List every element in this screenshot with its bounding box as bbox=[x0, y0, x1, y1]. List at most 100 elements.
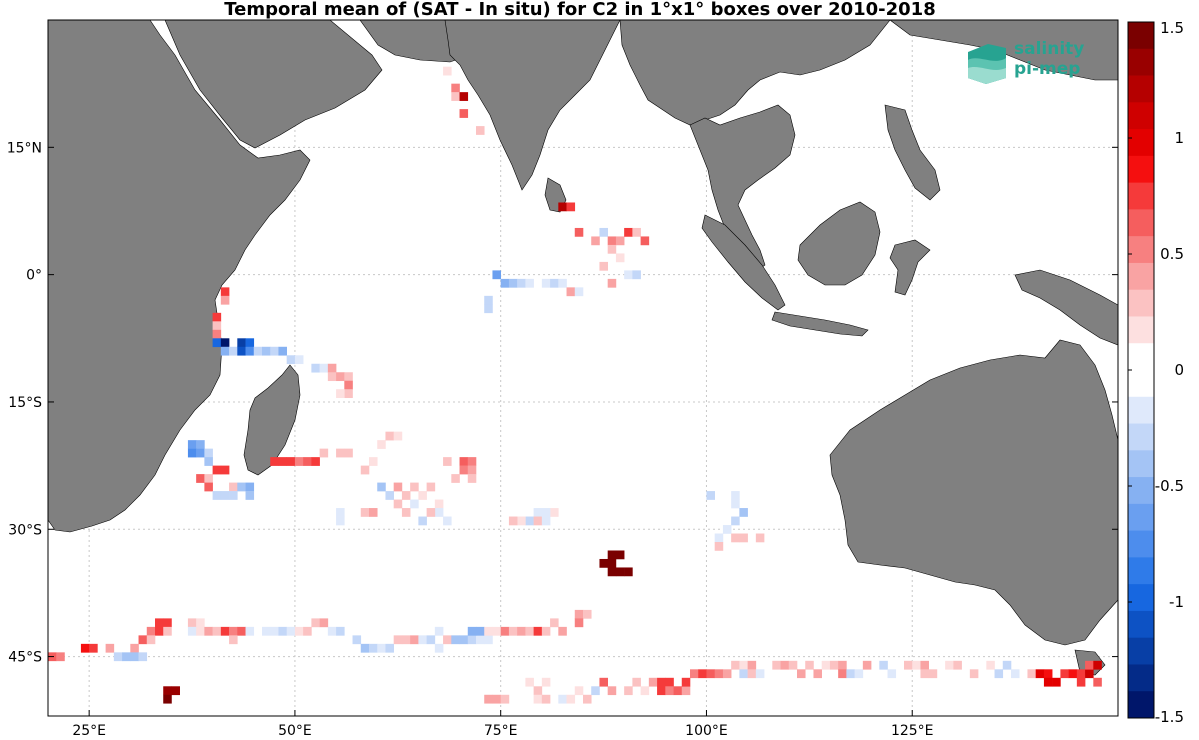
data-cell bbox=[484, 694, 493, 704]
data-cell bbox=[854, 669, 864, 679]
data-cell bbox=[583, 609, 592, 619]
data-cell bbox=[945, 660, 954, 670]
data-cell bbox=[229, 626, 238, 636]
data-cell bbox=[196, 626, 205, 636]
data-cell bbox=[574, 686, 584, 696]
data-cell bbox=[500, 278, 510, 288]
data-cell bbox=[574, 618, 584, 628]
data-cell bbox=[204, 457, 213, 466]
data-cell bbox=[418, 516, 427, 526]
data-cell bbox=[163, 694, 172, 704]
data-cell bbox=[187, 440, 197, 449]
data-cell bbox=[1068, 669, 1078, 679]
lat-tick-label: 15°N bbox=[7, 140, 42, 156]
data-cell bbox=[270, 346, 279, 356]
data-cell bbox=[443, 66, 452, 76]
data-cell bbox=[920, 660, 929, 670]
data-cell bbox=[426, 508, 436, 517]
data-cell bbox=[204, 626, 213, 636]
data-cell bbox=[113, 652, 123, 662]
data-cell bbox=[525, 516, 534, 526]
data-cell bbox=[928, 669, 938, 679]
data-cell bbox=[1093, 660, 1102, 670]
data-cell bbox=[146, 626, 156, 636]
data-cell bbox=[755, 669, 765, 679]
data-cell bbox=[681, 686, 691, 696]
data-cell bbox=[434, 499, 444, 509]
data-cell bbox=[599, 677, 608, 687]
data-cell bbox=[624, 227, 633, 237]
data-cell bbox=[780, 660, 790, 670]
data-cell bbox=[508, 626, 518, 636]
data-cell bbox=[574, 287, 584, 297]
data-cell bbox=[187, 618, 197, 628]
data-cell bbox=[953, 660, 962, 670]
data-cell bbox=[541, 516, 551, 526]
logo-text-line1: salinity bbox=[1014, 39, 1085, 59]
data-cell bbox=[467, 465, 477, 475]
colorbar-tick-label: -0.5 bbox=[1155, 477, 1184, 495]
data-cell bbox=[187, 626, 197, 636]
colorbar-segment bbox=[1128, 664, 1154, 692]
data-cell bbox=[163, 618, 172, 628]
land-new-guinea bbox=[1014, 269, 1119, 346]
data-cell bbox=[476, 635, 485, 645]
data-cell bbox=[838, 669, 847, 679]
land-java bbox=[771, 311, 869, 337]
data-cell bbox=[385, 643, 394, 653]
map-title: Temporal mean of (SAT - In situ) for C2 … bbox=[224, 0, 936, 20]
data-cell bbox=[130, 652, 139, 662]
data-cell bbox=[550, 278, 559, 288]
data-cell bbox=[500, 626, 510, 636]
data-cell bbox=[706, 669, 715, 679]
data-cell bbox=[607, 550, 617, 560]
data-cell bbox=[731, 491, 740, 500]
data-cell bbox=[212, 626, 222, 636]
data-cell bbox=[615, 567, 625, 577]
data-cell bbox=[574, 609, 584, 619]
data-cell bbox=[500, 694, 510, 704]
data-cell bbox=[994, 669, 1004, 679]
data-cell bbox=[459, 457, 469, 466]
data-cell bbox=[731, 533, 740, 543]
data-cell bbox=[245, 346, 255, 356]
data-cell bbox=[220, 346, 230, 356]
land-asia-north bbox=[619, 19, 891, 126]
data-cell bbox=[220, 295, 230, 305]
data-cell bbox=[797, 669, 806, 679]
data-cell bbox=[385, 431, 394, 441]
data-cell bbox=[517, 278, 526, 288]
data-cell bbox=[451, 92, 460, 101]
data-cell bbox=[476, 126, 485, 135]
data-cell bbox=[336, 448, 345, 458]
data-cell bbox=[220, 626, 230, 636]
data-cell bbox=[229, 635, 238, 645]
colorbar-segment bbox=[1128, 75, 1154, 103]
data-cell bbox=[517, 626, 526, 636]
data-cell bbox=[607, 686, 617, 696]
data-cell bbox=[492, 270, 501, 280]
data-cell bbox=[270, 457, 279, 466]
data-cell bbox=[755, 533, 765, 543]
data-cell bbox=[1043, 677, 1053, 687]
data-cell bbox=[607, 236, 617, 246]
data-cell bbox=[467, 474, 477, 483]
data-cell bbox=[607, 244, 617, 254]
data-cell bbox=[401, 508, 411, 517]
data-cell bbox=[327, 626, 337, 636]
data-cell bbox=[714, 533, 724, 543]
data-cell bbox=[624, 567, 633, 577]
data-cell bbox=[212, 312, 222, 322]
data-cell bbox=[690, 669, 699, 679]
colorbar-tick-label: 1 bbox=[1174, 129, 1184, 147]
colorbar-segment bbox=[1128, 610, 1154, 639]
colorbar-tick-label: -1 bbox=[1169, 593, 1184, 611]
land-arabia bbox=[164, 19, 383, 149]
data-cell bbox=[278, 626, 287, 636]
colorbar-tick-label: -1.5 bbox=[1155, 708, 1184, 726]
data-cell bbox=[245, 626, 255, 636]
data-cell bbox=[1060, 669, 1069, 679]
lon-tick-label: 75°E bbox=[484, 723, 518, 739]
data-cell bbox=[196, 440, 205, 449]
data-cell bbox=[220, 287, 230, 297]
